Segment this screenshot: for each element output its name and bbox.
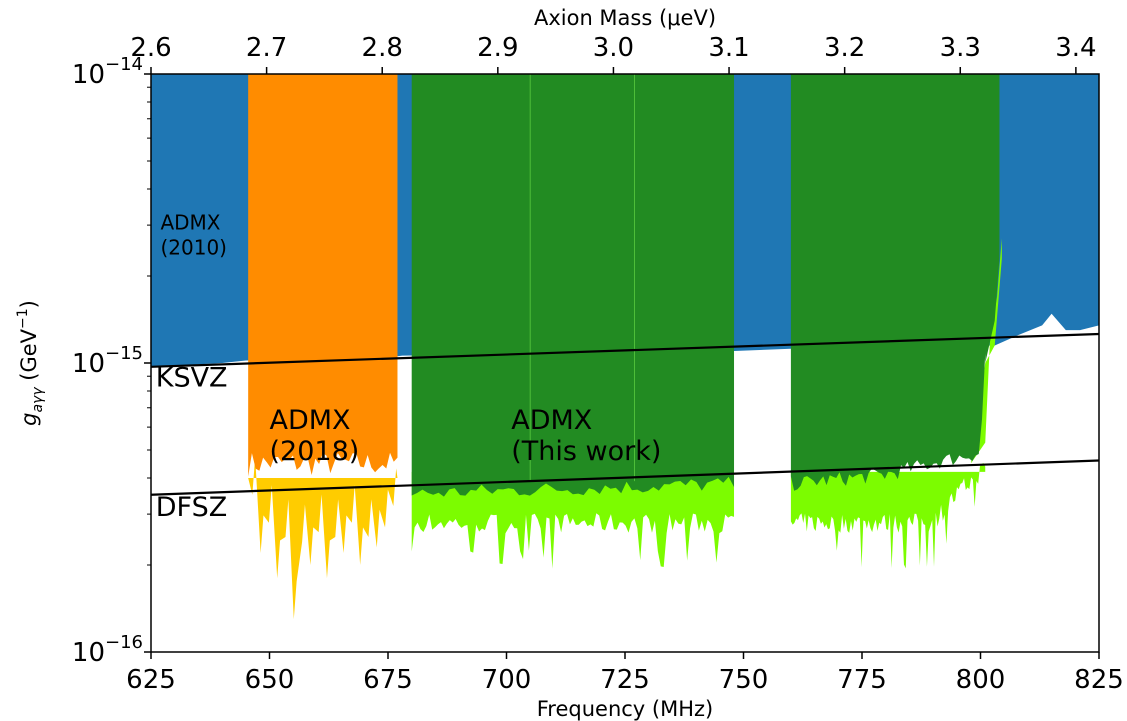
y-tick-exponent: −15 — [105, 343, 143, 364]
series-admx-2018 — [248, 74, 398, 477]
y-axis-title: gaγγ (GeV−1) — [15, 300, 46, 426]
annotation-line: DFSZ — [156, 492, 227, 523]
y-tick-exponent: −16 — [105, 632, 143, 653]
top-tick-label: 2.8 — [362, 33, 403, 63]
top-axis-title: Axion Mass (μeV) — [534, 6, 716, 30]
annotation-line: (This work) — [511, 436, 661, 467]
top-tick-label: 2.6 — [130, 33, 171, 63]
x-tick-label: 700 — [482, 665, 532, 695]
y-tick-exponent: −14 — [105, 54, 143, 75]
plot-area — [151, 74, 1099, 620]
x-tick-label: 750 — [719, 665, 769, 695]
annotation-ksvz: KSVZ — [156, 362, 228, 393]
top-tick-label: 2.7 — [246, 33, 287, 63]
y-axis-symbol: g — [17, 413, 41, 426]
axes: 625 650 675 700 725 750 775 800 825 2.6 2.7 2.8 2.9 3… — [72, 33, 1124, 695]
top-tick-label: 3.3 — [940, 33, 981, 63]
annotation-admx-2018: ADMX (2018) — [270, 405, 360, 467]
y-tick-label: 10−15 — [72, 343, 143, 379]
top-tick-label: 3.1 — [708, 33, 749, 63]
series-this-work-1 — [411, 74, 735, 497]
model-lines — [151, 332, 1099, 496]
top-tick-label: 3.0 — [593, 33, 634, 63]
x-tick-label: 650 — [245, 665, 295, 695]
y-axis-exponent: −1 — [15, 308, 31, 329]
top-tick-label: 2.9 — [477, 33, 518, 63]
y-tick-base: 10 — [72, 60, 105, 90]
annotation-dfsz: DFSZ — [156, 492, 227, 523]
top-tick-label: 3.4 — [1055, 33, 1096, 63]
y-tick-label: 10−16 — [72, 632, 143, 668]
annotation-line: (2010) — [160, 235, 227, 259]
x-tick-label: 725 — [600, 665, 650, 695]
x-tick-label: 675 — [363, 665, 413, 695]
y-axis-close: ) — [17, 300, 41, 308]
series-admx-2018-light — [248, 457, 398, 620]
dfsz-line — [151, 459, 1099, 496]
y-axis-space — [17, 381, 41, 388]
ksvz-line — [151, 332, 1099, 368]
y-tick-base: 10 — [72, 638, 105, 668]
series-this-work-2 — [790, 74, 1000, 491]
series-this-work-light-1 — [411, 471, 735, 569]
y-axis-subscript: aγγ — [30, 387, 46, 413]
annotation-admx-this-work: ADMX (This work) — [511, 405, 661, 467]
y-axis-unit: (GeV — [17, 328, 41, 380]
top-tick-label: 3.2 — [824, 33, 865, 63]
x-axis-title: Frequency (MHz) — [537, 697, 713, 721]
y-tick-base: 10 — [72, 349, 105, 379]
x-tick-label: 825 — [1074, 665, 1124, 695]
annotation-line: ADMX — [160, 210, 220, 234]
x-tick-label: 800 — [956, 665, 1006, 695]
annotation-line: KSVZ — [156, 362, 228, 393]
annotation-line: (2018) — [270, 436, 360, 467]
annotations: ADMX (2010)ADMX (2018)ADMX (This work)KSVZD… — [156, 210, 662, 523]
x-tick-label: 625 — [126, 665, 176, 695]
annotation-admx-2010: ADMX (2010) — [160, 210, 227, 259]
annotation-line: ADMX — [511, 405, 592, 436]
annotation-line: ADMX — [270, 405, 351, 436]
y-tick-label: 10−14 — [72, 54, 143, 90]
series-this-work-light-2 — [790, 463, 986, 569]
x-tick-label: 775 — [837, 665, 887, 695]
